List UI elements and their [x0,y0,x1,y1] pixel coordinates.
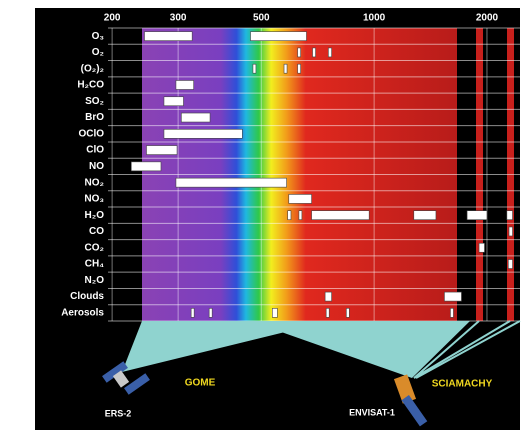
range-box [297,63,301,74]
category-label: N₂O [85,275,105,286]
range-box [272,308,278,318]
category-label: O₂ [92,47,104,58]
sciamachy-beam [250,321,470,378]
category-label: SO₂ [85,96,104,107]
sciamachy-beam-line [415,320,521,379]
category-label: H₂CO [77,80,104,91]
range-box [413,210,437,220]
range-box [507,259,513,269]
category-label: O₃ [92,31,105,42]
range-box [283,63,288,74]
category-label: NO₂ [85,177,104,188]
category-label: CO₂ [85,242,104,253]
ers-2-satellite [102,361,150,395]
instrument-label: SCIAMACHY [432,379,493,390]
range-box [163,129,243,139]
range-box [144,31,193,41]
category-label: Aerosols [61,308,104,319]
range-box [325,308,330,318]
category-label: BrO [85,112,104,123]
range-box [130,161,162,172]
range-box [287,210,292,220]
range-box [175,177,287,188]
range-box [506,210,513,220]
range-box [252,63,257,74]
gome-beam [122,321,330,372]
range-box [208,308,213,318]
range-box [444,291,462,302]
range-box [328,47,332,58]
range-box [324,291,332,302]
category-label: NO₃ [84,194,104,205]
range-box [466,210,488,220]
category-label: CO [89,226,104,237]
category-label: OClO [78,128,104,139]
x-tick-label: 2000 [476,13,499,24]
range-box [190,308,195,318]
range-box [312,47,316,58]
range-box [163,96,184,107]
category-label: Clouds [70,291,104,302]
range-box [346,308,350,318]
category-label: (O₂)₂ [81,63,104,74]
range-box [478,242,485,253]
category-label: ClO [86,145,104,156]
category-label: H₂O [85,210,105,221]
x-tick-label: 500 [253,13,270,24]
sciamachy-beam-line [413,320,511,379]
category-label: NO [89,161,104,172]
instrument-label: GOME [185,378,216,389]
range-box [298,210,303,220]
range-box [288,194,312,204]
satellite-label: ENVISAT-1 [349,407,395,417]
x-tick-label: 300 [170,13,187,24]
range-box [146,145,178,155]
range-box [311,210,370,220]
range-box [181,112,211,123]
x-tick-label: 200 [104,13,121,24]
envisat-1-satellite [393,374,428,427]
category-label: CH₄ [85,259,104,270]
satellite-label: ERS-2 [105,408,132,418]
range-box [250,31,307,41]
range-box [450,308,454,318]
range-box [175,80,194,90]
range-box [297,47,301,58]
x-tick-label: 1000 [363,13,386,24]
range-box [508,226,513,237]
